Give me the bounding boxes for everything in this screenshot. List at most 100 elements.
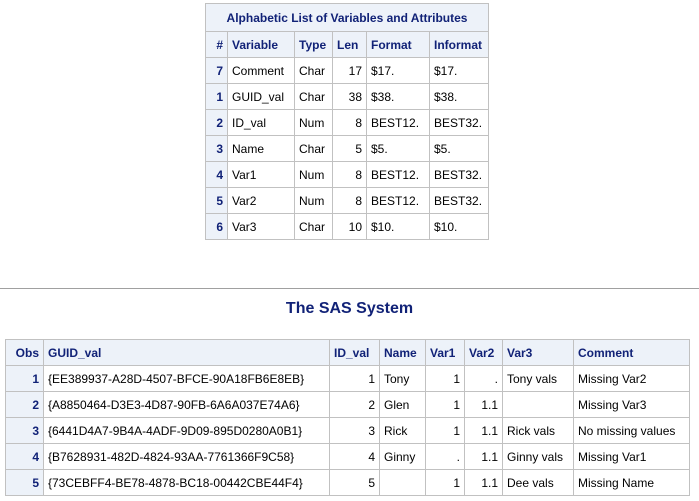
cell-num: 3 [205,135,228,162]
cell-comment: Missing Var1 [573,443,690,470]
cell-id: 5 [329,469,380,496]
cell-len: 8 [332,187,367,214]
cell-len: 17 [332,57,367,84]
cell-informat: $10. [429,213,489,240]
cell-len: 10 [332,213,367,240]
cell-format: $17. [366,57,430,84]
cell-name: Glen [379,391,426,418]
cell-num: 2 [205,109,228,136]
cell-variable: Var1 [227,161,295,188]
cell-guid: {73CEBFF4-BE78-4878-BC18-00442CBE44F4} [43,469,330,496]
cell-obs: 1 [5,365,44,392]
col-header-name: Name [379,339,426,366]
cell-guid: {6441D4A7-9B4A-4ADF-9D09-895D0280A0B1} [43,417,330,444]
cell-guid: {B7628931-482D-4824-93AA-7761366F9C58} [43,443,330,470]
table-row: 1 {EE389937-A28D-4507-BFCE-90A18FB6E8EB} 1… [5,365,690,392]
print-header-row: Obs GUID_val ID_val Name Var1 Var2 Var3 … [5,339,690,366]
cell-name: Tony [379,365,426,392]
cell-var2: 1.1 [464,417,503,444]
cell-guid: {EE389937-A28D-4507-BFCE-90A18FB6E8EB} [43,365,330,392]
cell-comment: Missing Var3 [573,391,690,418]
cell-format: $10. [366,213,430,240]
variables-attributes-table: Alphabetic List of Variables and Attribu… [205,3,489,240]
col-header-var3: Var3 [502,339,574,366]
cell-type: Char [294,83,333,110]
cell-format: BEST12. [366,161,430,188]
cell-variable: Comment [227,57,295,84]
cell-var2: 1.1 [464,469,503,496]
cell-num: 5 [205,187,228,214]
cell-type: Char [294,135,333,162]
print-output-table: Obs GUID_val ID_val Name Var1 Var2 Var3 … [5,339,690,496]
cell-var1: 1 [425,417,465,444]
cell-var3 [502,391,574,418]
cell-var1: 1 [425,469,465,496]
cell-id: 2 [329,391,380,418]
cell-informat: $38. [429,83,489,110]
cell-var2: . [464,365,503,392]
table-row: 5 Var2 Num 8 BEST12. BEST32. [205,187,489,214]
cell-format: $38. [366,83,430,110]
cell-informat: $5. [429,135,489,162]
table-row: 5 {73CEBFF4-BE78-4878-BC18-00442CBE44F4} 5… [5,469,690,496]
cell-len: 5 [332,135,367,162]
cell-var2: 1.1 [464,391,503,418]
col-header-variable: Variable [227,31,295,58]
col-header-comment: Comment [573,339,690,366]
cell-num: 6 [205,213,228,240]
cell-obs: 3 [5,417,44,444]
cell-type: Num [294,109,333,136]
cell-var2: 1.1 [464,443,503,470]
cell-format: BEST12. [366,109,430,136]
table-row: 3 Name Char 5 $5. $5. [205,135,489,162]
cell-informat: BEST32. [429,187,489,214]
cell-id: 1 [329,365,380,392]
cell-var3: Ginny vals [502,443,574,470]
cell-len: 38 [332,83,367,110]
col-header-var2: Var2 [464,339,503,366]
col-header-len: Len [332,31,367,58]
table-row: 4 Var1 Num 8 BEST12. BEST32. [205,161,489,188]
cell-name: Ginny [379,443,426,470]
col-header-num: # [205,31,228,58]
cell-comment: Missing Name [573,469,690,496]
attributes-header-row: # Variable Type Len Format Informat [205,31,489,58]
cell-format: $5. [366,135,430,162]
col-header-var1: Var1 [425,339,465,366]
cell-name [379,469,426,496]
output-title: The SAS System [285,300,414,317]
cell-comment: No missing values [573,417,690,444]
col-header-format: Format [366,31,430,58]
cell-variable: GUID_val [227,83,295,110]
table-row: 2 {A8850464-D3E3-4D87-90FB-6A6A037E74A6} 2… [5,391,690,418]
cell-id: 3 [329,417,380,444]
cell-variable: ID_val [227,109,295,136]
cell-obs: 2 [5,391,44,418]
cell-obs: 5 [5,469,44,496]
table-row: 1 GUID_val Char 38 $38. $38. [205,83,489,110]
cell-type: Char [294,213,333,240]
cell-num: 1 [205,83,228,110]
cell-variable: Name [227,135,295,162]
cell-type: Char [294,57,333,84]
cell-len: 8 [332,161,367,188]
col-header-type: Type [294,31,333,58]
cell-type: Num [294,161,333,188]
cell-var1: 1 [425,365,465,392]
col-header-informat: Informat [429,31,489,58]
output-divider [0,288,699,289]
cell-var3: Rick vals [502,417,574,444]
cell-variable: Var2 [227,187,295,214]
cell-type: Num [294,187,333,214]
cell-obs: 4 [5,443,44,470]
cell-len: 8 [332,109,367,136]
table-row: 4 {B7628931-482D-4824-93AA-7761366F9C58} 4… [5,443,690,470]
cell-var3: Tony vals [502,365,574,392]
cell-var3: Dee vals [502,469,574,496]
col-header-guid: GUID_val [43,339,330,366]
cell-informat: $17. [429,57,489,84]
cell-num: 7 [205,57,228,84]
cell-var1: . [425,443,465,470]
cell-informat: BEST32. [429,109,489,136]
col-header-id: ID_val [329,339,380,366]
